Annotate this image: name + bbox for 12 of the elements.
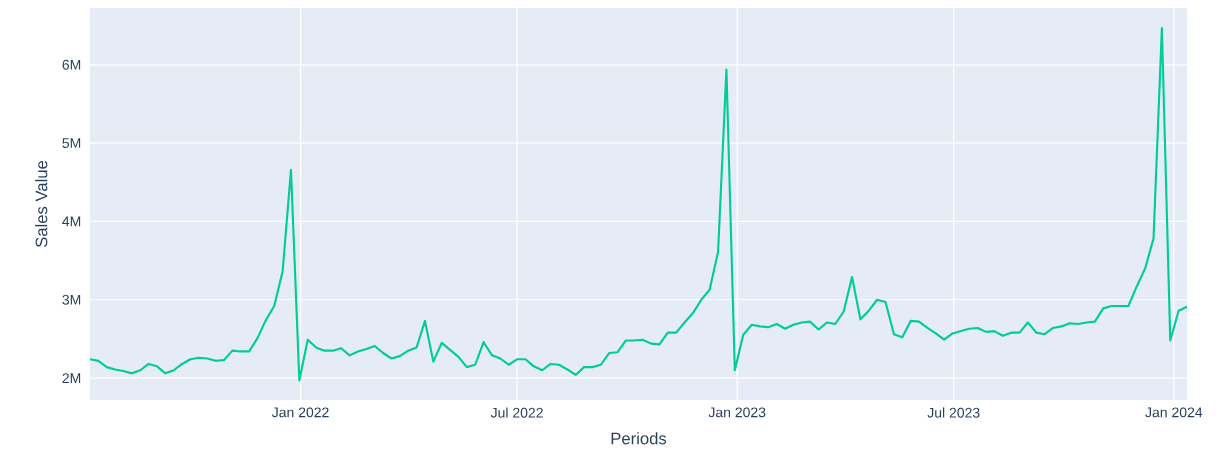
x-axis-title: Periods	[611, 432, 667, 445]
y-tick-label: 6M	[62, 59, 81, 70]
x-tick-label: Jul 2022	[490, 407, 543, 418]
y-tick-label: 2M	[62, 373, 81, 383]
y-tick-label: 5M	[62, 138, 81, 148]
x-tick-label: Jan 2023	[708, 407, 766, 418]
x-tick-label: Jul 2023	[927, 407, 980, 418]
y-axis-title: Sales Value	[35, 160, 48, 248]
x-tick-label: Jan 2022	[271, 407, 329, 418]
x-tick-label: Jan 2024	[1145, 407, 1203, 418]
y-tick-label: 4M	[62, 216, 81, 227]
y-tick-label: 3M	[62, 294, 81, 305]
